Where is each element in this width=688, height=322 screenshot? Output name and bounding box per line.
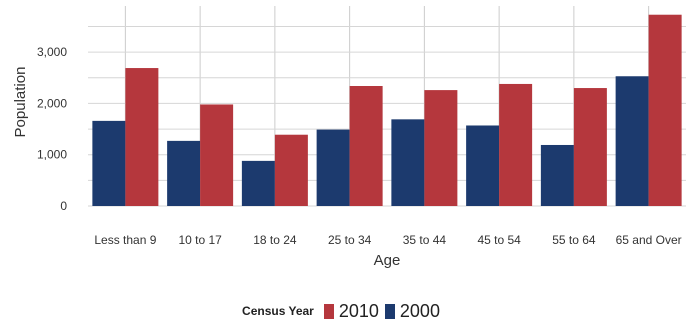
bars — [92, 14, 682, 206]
bar-2010-8 — [648, 14, 682, 206]
legend-item-2000: 2000 — [384, 300, 442, 322]
x-tick-label: 10 to 17 — [178, 233, 222, 247]
legend-swatch-2000 — [384, 303, 395, 319]
legend-label-2010: 2010 — [338, 300, 379, 321]
bar-2000-6 — [466, 125, 500, 206]
bar-2000-1 — [92, 120, 126, 206]
bar-2000-5 — [391, 119, 425, 206]
x-tick-label: 18 to 24 — [253, 233, 297, 247]
bar-2010-7 — [573, 88, 607, 206]
x-tick-label: 45 to 54 — [477, 233, 521, 247]
legend-swatch-2010 — [323, 303, 334, 319]
x-tick-label: 35 to 44 — [403, 233, 447, 247]
bar-2010-1 — [125, 68, 159, 206]
bar-2000-7 — [540, 144, 574, 206]
y-tick-labels: 0 1,000 2,000 3,000 — [37, 45, 67, 213]
bar-2010-4 — [349, 86, 383, 206]
legend: Census Year 2010 2000 — [0, 300, 688, 322]
bar-2010-2 — [200, 104, 234, 206]
y-tick-label: 1,000 — [37, 148, 67, 162]
x-tick-label: 55 to 64 — [552, 233, 596, 247]
y-tick-label: 3,000 — [37, 45, 67, 59]
bar-2000-4 — [316, 129, 350, 206]
x-tick-label: Less than 9 — [94, 233, 156, 247]
y-tick-label: 2,000 — [37, 96, 67, 110]
legend-item-2010: 2010 — [323, 300, 381, 322]
legend-label-2000: 2000 — [399, 300, 440, 321]
bar-2000-8 — [615, 76, 649, 206]
y-axis-title: Population — [12, 67, 29, 138]
x-tick-labels: Less than 9 10 to 17 18 to 24 25 to 34 35 to… — [94, 233, 681, 247]
y-tick-label: 0 — [60, 199, 67, 213]
x-axis-title: Age — [374, 252, 401, 269]
bar-2010-6 — [499, 83, 533, 206]
legend-title: Census Year — [242, 304, 314, 318]
bar-2010-5 — [424, 90, 458, 206]
bar-chart: 0 1,000 2,000 3,000 Less than 9 10 to 17 18 t… — [12, 6, 686, 269]
x-tick-label: 25 to 34 — [328, 233, 372, 247]
bar-2010-3 — [274, 134, 308, 206]
bar-2000-2 — [167, 140, 201, 206]
bar-2000-3 — [241, 160, 275, 206]
x-tick-label: 65 and Over — [616, 233, 682, 247]
